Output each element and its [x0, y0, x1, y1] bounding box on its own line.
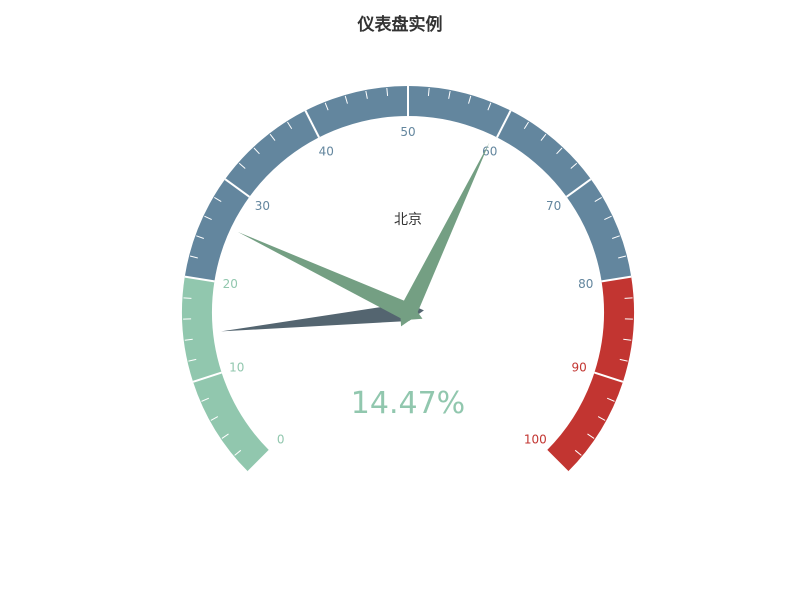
- gauge-minor-tick: [619, 358, 628, 362]
- gauge-minor-tick: [487, 102, 492, 111]
- gauge-minor-tick: [214, 197, 222, 202]
- gauge-minor-tick: [618, 255, 627, 259]
- gauge-minor-tick: [188, 358, 197, 362]
- gauge-minor-tick: [386, 87, 389, 97]
- gauge-series-label: 北京: [394, 212, 422, 228]
- gauge-minor-tick: [184, 338, 193, 341]
- gauge-split-line: [594, 371, 624, 383]
- gauge-minor-tick: [196, 235, 204, 239]
- gauge-split-line: [545, 449, 569, 473]
- gauge-minor-tick: [594, 197, 602, 202]
- gauge-minor-tick: [365, 90, 368, 99]
- gauge-minor-tick: [606, 397, 615, 402]
- gauge-minor-tick: [204, 215, 212, 221]
- gauge-minor-tick: [448, 90, 451, 99]
- gauge-split-line: [565, 178, 592, 198]
- gauge-tick-label: 20: [223, 277, 238, 291]
- gauge-tick-label: 40: [319, 145, 334, 159]
- gauge-minor-tick: [540, 133, 547, 141]
- gauge-minor-tick: [344, 95, 348, 104]
- gauge-split-line: [601, 275, 632, 283]
- gauge-split-line: [247, 449, 271, 473]
- gauge-pointer-1: [237, 231, 423, 321]
- gauge-minor-tick: [612, 235, 620, 239]
- gauge-minor-tick: [210, 416, 219, 421]
- gauge-tick-label: 90: [572, 361, 587, 375]
- gauge-minor-tick: [427, 87, 430, 97]
- gauge-minor-tick: [468, 95, 472, 104]
- gauge-minor-tick: [574, 449, 582, 456]
- gauge-minor-tick: [604, 215, 612, 221]
- gauge-tick-label: 70: [546, 199, 561, 213]
- gauge-minor-tick: [234, 449, 242, 456]
- gauge-tick-label: 10: [229, 361, 244, 375]
- gauge-minor-tick: [324, 102, 329, 111]
- gauge-tick-label: 0: [277, 432, 285, 446]
- gauge-split-line: [192, 371, 222, 383]
- gauge-minor-tick: [269, 133, 276, 141]
- gauge-minor-tick: [624, 297, 633, 299]
- gauge-minor-tick: [221, 433, 229, 439]
- gauge-minor-tick: [587, 433, 595, 439]
- gauge-pointer-0: [221, 303, 424, 332]
- gauge-minor-tick: [597, 416, 606, 421]
- gauge-value-text: 14.47%: [351, 386, 465, 421]
- gauge-minor-tick: [189, 255, 198, 259]
- gauge-minor-tick: [623, 338, 632, 341]
- gauge-minor-tick: [238, 162, 246, 169]
- gauge-split-line: [224, 178, 251, 198]
- gauge-minor-tick: [253, 147, 260, 155]
- gauge-split-line: [304, 110, 320, 138]
- gauge-minor-tick: [201, 397, 210, 402]
- gauge-tick-label: 80: [578, 277, 593, 291]
- gauge-minor-tick: [570, 162, 578, 169]
- gauge-split-line: [184, 275, 215, 283]
- gauge-minor-tick: [523, 121, 529, 130]
- gauge-tick-label: 50: [400, 125, 415, 139]
- gauge-tick-label: 100: [524, 432, 547, 446]
- gauge-tick-label: 30: [255, 199, 270, 213]
- chart-title: 仪表盘实例: [357, 15, 443, 35]
- gauge-minor-tick: [556, 147, 563, 155]
- gauge-tick-label: 60: [482, 145, 497, 159]
- gauge-minor-tick: [183, 297, 192, 299]
- gauge-pointer-2: [399, 142, 490, 327]
- gauge-minor-tick: [287, 121, 293, 130]
- gauge-split-line: [496, 110, 512, 138]
